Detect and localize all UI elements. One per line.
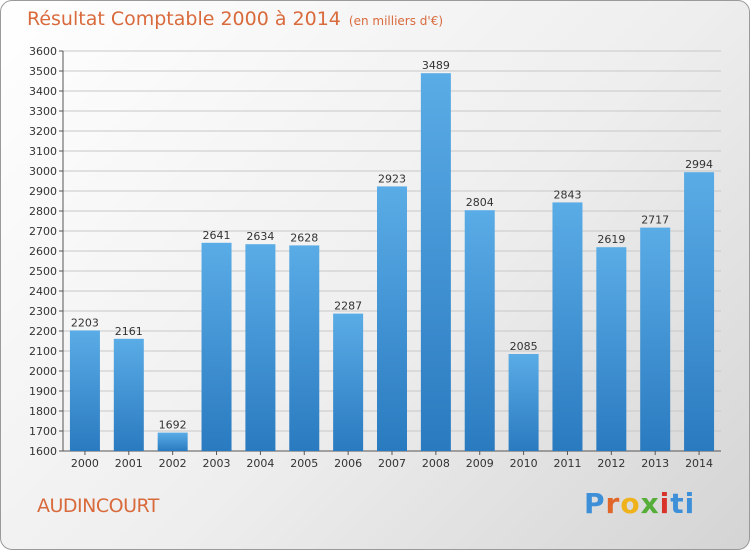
x-tick-label: 2003 xyxy=(203,457,231,470)
y-tick-label: 2500 xyxy=(29,265,57,278)
logo-letter: o xyxy=(620,487,641,520)
x-tick-label: 2000 xyxy=(71,457,99,470)
x-tick-label: 2007 xyxy=(378,457,406,470)
data-label: 1692 xyxy=(159,419,187,432)
x-tick-label: 2011 xyxy=(553,457,581,470)
bar[interactable] xyxy=(640,227,671,451)
y-tick-label: 3000 xyxy=(29,165,57,178)
bars xyxy=(69,73,715,451)
proxiti-logo[interactable]: Proxiti xyxy=(584,487,695,520)
chart-subtitle: (en milliers d'€) xyxy=(348,14,444,28)
x-tick-label: 2004 xyxy=(246,457,274,470)
x-tick-label: 2001 xyxy=(115,457,143,470)
y-tick-label: 3200 xyxy=(29,125,57,138)
data-label: 2843 xyxy=(553,188,581,201)
x-tick-label: 2012 xyxy=(597,457,625,470)
y-tick-label: 2800 xyxy=(29,205,57,218)
x-tick-label: 2005 xyxy=(290,457,318,470)
bar[interactable] xyxy=(157,432,188,451)
logo-letter: i xyxy=(659,487,671,520)
logo-letter: ti xyxy=(670,487,696,520)
bar[interactable] xyxy=(289,245,320,451)
x-tick-label: 2008 xyxy=(422,457,450,470)
bar[interactable] xyxy=(552,202,583,451)
bar[interactable] xyxy=(377,186,407,451)
city-name: AUDINCOURT xyxy=(37,495,159,517)
y-tick-label: 2100 xyxy=(29,345,57,358)
y-tick-label: 3600 xyxy=(29,45,57,58)
bar[interactable] xyxy=(464,210,495,451)
bar[interactable] xyxy=(596,247,627,451)
labels: 1600 1700 1800 1900 2000 2100 2200 2300 2400 2500… xyxy=(29,45,713,470)
y-tick-label: 3100 xyxy=(29,145,57,158)
data-label: 2619 xyxy=(597,233,625,246)
bar[interactable] xyxy=(420,73,451,451)
bar[interactable] xyxy=(684,172,715,451)
logo-letter: P xyxy=(584,487,606,520)
y-tick-label: 2700 xyxy=(29,225,57,238)
data-label: 2923 xyxy=(378,172,406,185)
y-tick-label: 2300 xyxy=(29,305,57,318)
chart-title-text: Résultat Comptable 2000 à 2014 xyxy=(27,8,341,30)
y-tick-label: 3500 xyxy=(29,65,57,78)
x-tick-label: 2002 xyxy=(159,457,187,470)
data-label: 2994 xyxy=(685,158,713,171)
x-tick-label: 2010 xyxy=(510,457,538,470)
x-tick-label: 2009 xyxy=(466,457,494,470)
data-label: 3489 xyxy=(422,59,450,72)
y-tick-label: 3300 xyxy=(29,105,57,118)
bar[interactable] xyxy=(245,244,276,451)
x-tick-label: 2006 xyxy=(334,457,362,470)
y-tick-label: 2900 xyxy=(29,185,57,198)
y-tick-label: 2400 xyxy=(29,285,57,298)
data-label: 2717 xyxy=(641,214,669,227)
x-tick-label: 2013 xyxy=(641,457,669,470)
data-label: 2641 xyxy=(203,229,231,242)
chart-title: Résultat Comptable 2000 à 2014 (en millie… xyxy=(27,8,443,30)
logo-letter: r xyxy=(605,487,621,520)
y-tick-label: 1800 xyxy=(29,405,57,418)
y-tick-label: 2000 xyxy=(29,365,57,378)
y-tick-label: 1600 xyxy=(29,445,57,458)
data-label: 2287 xyxy=(334,300,362,313)
bar[interactable] xyxy=(201,242,232,451)
data-label: 2203 xyxy=(71,316,99,329)
y-tick-label: 1700 xyxy=(29,425,57,438)
data-label: 2804 xyxy=(466,196,494,209)
bar[interactable] xyxy=(69,330,100,451)
bar[interactable] xyxy=(333,313,364,451)
x-tick-label: 2014 xyxy=(685,457,713,470)
data-label: 2161 xyxy=(115,325,143,338)
data-label: 2085 xyxy=(510,340,538,353)
logo-letter: x xyxy=(640,487,660,520)
y-tick-label: 1900 xyxy=(29,385,57,398)
y-tick-label: 3400 xyxy=(29,85,57,98)
y-tick-label: 2200 xyxy=(29,325,57,338)
data-label: 2628 xyxy=(290,231,318,244)
y-tick-label: 2600 xyxy=(29,245,57,258)
bar[interactable] xyxy=(113,338,144,451)
bar[interactable] xyxy=(508,354,539,451)
data-label: 2634 xyxy=(246,230,274,243)
